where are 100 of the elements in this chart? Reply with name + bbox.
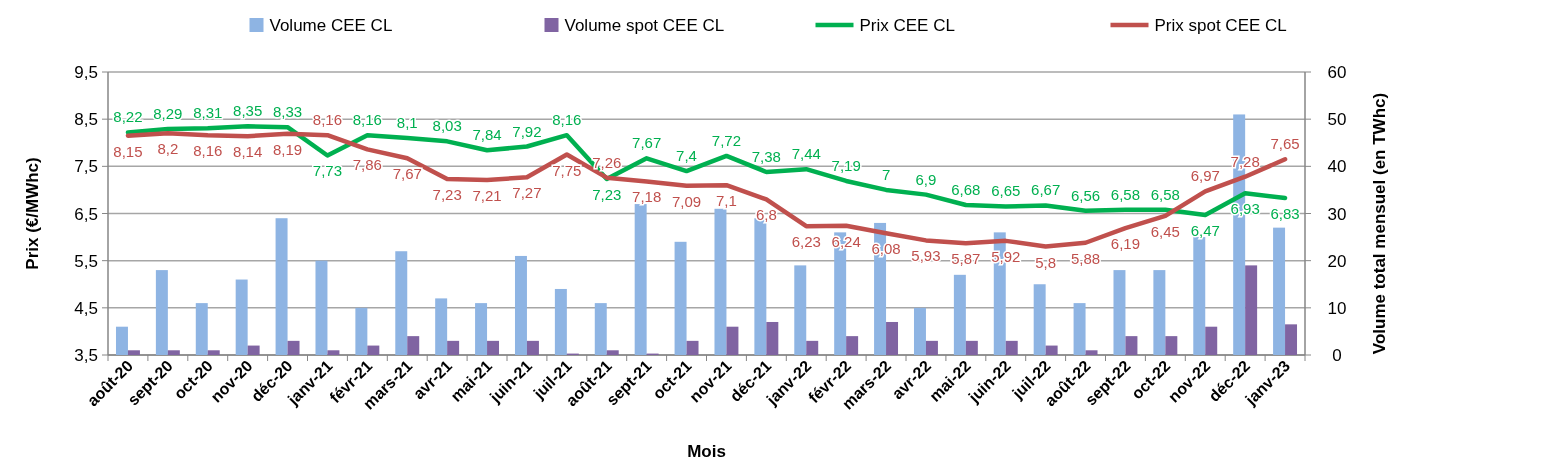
bar	[1113, 270, 1126, 355]
bar	[115, 326, 128, 355]
legend-label: Volume spot CEE CL	[564, 16, 725, 35]
bar	[247, 345, 260, 355]
data-label: 7,67	[632, 134, 662, 152]
bar	[207, 350, 220, 355]
data-label: 7,19	[831, 156, 861, 174]
bar	[594, 303, 607, 355]
data-label: 7,21	[472, 187, 502, 205]
data-label: 7,75	[552, 161, 582, 179]
data-label: 7	[881, 165, 891, 183]
legend-label: Prix spot CEE CL	[1154, 16, 1287, 35]
bar	[275, 218, 288, 355]
data-label: 8,31	[193, 104, 223, 122]
bar	[766, 321, 779, 355]
data-label: 6,9	[915, 170, 937, 188]
data-label: 7,73	[312, 162, 343, 180]
data-label: 7,38	[751, 147, 781, 165]
bar	[965, 340, 978, 355]
data-label: 5,88	[1070, 249, 1101, 267]
bar	[1005, 340, 1018, 355]
legend-label: Volume CEE CL	[269, 16, 393, 35]
y2-tick-label: 0	[1332, 346, 1342, 365]
bar	[1033, 284, 1046, 355]
data-label: 7,23	[592, 186, 622, 204]
y2-tick-label: 50	[1327, 110, 1347, 130]
bar	[167, 350, 180, 355]
bar	[526, 340, 539, 355]
bar	[686, 340, 699, 355]
bar	[806, 340, 819, 355]
data-label: 8,35	[233, 102, 263, 120]
bar	[127, 350, 140, 355]
data-label: 7,1	[716, 192, 737, 210]
y-axis-title: Prix (€/MWhc)	[23, 157, 42, 270]
bar	[913, 307, 926, 355]
bar	[1245, 265, 1258, 355]
bar	[1193, 237, 1206, 355]
data-label: 8,33	[272, 103, 303, 121]
data-label: 7,92	[512, 122, 542, 140]
data-label: 7,72	[711, 131, 742, 149]
data-label: 6,8	[755, 206, 777, 224]
data-label: 6,83	[1270, 204, 1300, 222]
data-label: 8,16	[312, 111, 343, 129]
bar	[355, 307, 368, 355]
bar	[395, 251, 408, 355]
y-tick-label: 7,5	[74, 157, 98, 177]
bar	[925, 340, 938, 355]
data-label: 8,16	[193, 142, 223, 160]
data-label: 6,97	[1190, 167, 1220, 185]
data-label: 7,09	[671, 192, 702, 210]
data-label: 5,93	[911, 247, 941, 265]
data-label: 8,14	[233, 143, 263, 161]
bar	[1073, 303, 1086, 355]
y-tick-label: 6,5	[74, 204, 98, 224]
data-label: 5,87	[951, 250, 981, 268]
bar	[435, 298, 448, 355]
data-label: 8,22	[113, 108, 143, 126]
data-label: 8,16	[552, 111, 582, 129]
bar	[407, 336, 420, 355]
y2-tick-label: 20	[1327, 251, 1347, 271]
data-label: 7,84	[472, 126, 502, 144]
bar	[1273, 227, 1286, 355]
data-label: 8,29	[153, 105, 183, 123]
data-label: 7,44	[791, 145, 821, 163]
data-label: 6,58	[1150, 185, 1180, 203]
data-label: 7,18	[632, 188, 662, 206]
bar	[235, 279, 248, 355]
y2-tick-label: 30	[1327, 204, 1347, 224]
bar	[953, 274, 966, 355]
data-label: 6,68	[951, 181, 981, 199]
bar	[714, 208, 727, 355]
bar	[554, 288, 567, 355]
bar	[367, 345, 380, 355]
data-label: 7,86	[352, 156, 382, 174]
bar	[287, 340, 300, 355]
data-label: 8,1	[396, 114, 418, 132]
data-label: 8,2	[157, 140, 179, 158]
data-label: 6,58	[1110, 185, 1141, 203]
bar	[514, 255, 527, 355]
data-label: 8,03	[432, 117, 462, 135]
y2-tick-label: 60	[1327, 63, 1347, 82]
y2-tick-label: 40	[1327, 157, 1347, 177]
bar	[846, 336, 859, 355]
data-label: 7,26	[592, 153, 622, 171]
data-label: 6,56	[1070, 186, 1101, 204]
y2-axis-title: Volume total mensuel (en TWhc)	[1370, 92, 1389, 355]
y-tick-label: 9,5	[74, 63, 98, 82]
y-tick-label: 5,5	[74, 251, 98, 271]
data-label: 5,8	[1035, 253, 1057, 271]
bar	[1205, 326, 1218, 355]
data-label: 7,4	[676, 147, 697, 165]
legend-label: Prix CEE CL	[859, 16, 955, 35]
bar	[1045, 345, 1058, 355]
bar	[327, 350, 340, 355]
data-label: 7,27	[512, 184, 542, 202]
data-label: 7,67	[392, 165, 422, 183]
x-axis-title: Mois	[687, 442, 726, 461]
bar	[1165, 336, 1178, 355]
y-tick-label: 4,5	[74, 298, 98, 318]
bar	[634, 204, 647, 355]
